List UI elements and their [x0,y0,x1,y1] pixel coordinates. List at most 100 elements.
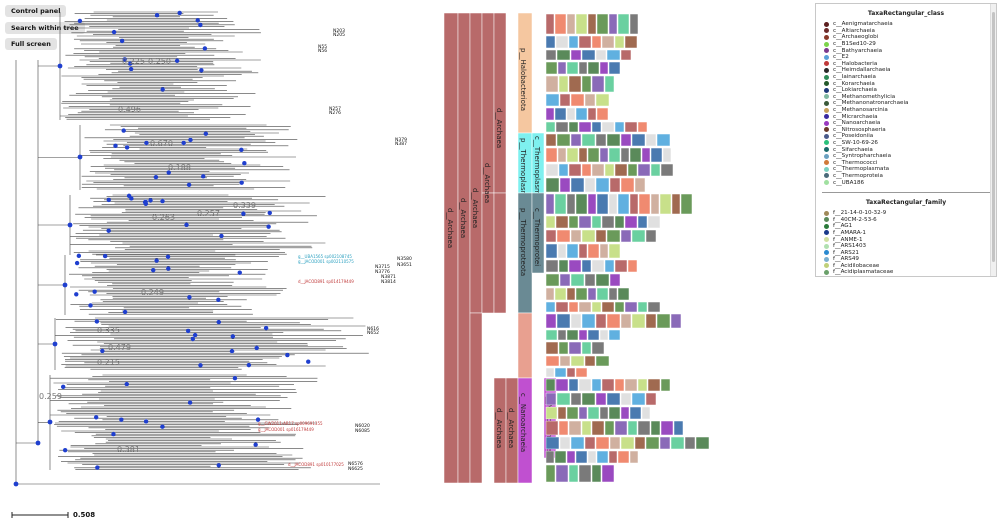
taxa-block[interactable] [545,93,560,107]
taxa-block[interactable] [559,93,571,107]
taxa-block[interactable] [556,229,571,243]
taxa-block[interactable] [660,163,674,177]
taxa-block[interactable] [581,420,592,436]
taxa-block[interactable] [591,259,605,273]
legend-class-item[interactable]: c__Syntropharchaeia [816,153,996,160]
taxa-block[interactable] [557,406,567,420]
taxa-block[interactable] [620,392,632,406]
taxa-phylum-block[interactable] [517,312,533,379]
taxa-block[interactable] [595,93,610,107]
taxa-block[interactable] [614,259,628,273]
taxa-block[interactable] [656,133,671,147]
taxa-block[interactable] [608,61,621,75]
taxa-block[interactable] [556,133,571,147]
taxa-block[interactable] [606,49,621,61]
taxa-block[interactable] [568,341,582,355]
taxa-block[interactable] [559,273,571,287]
taxa-block[interactable] [566,406,579,420]
taxa-block[interactable] [624,35,638,49]
legend-class-item[interactable]: c__UBA186 [816,179,996,186]
taxa-block[interactable] [545,392,557,406]
taxa-block[interactable] [647,215,661,229]
taxa-block[interactable] [656,313,671,329]
taxa-block[interactable] [570,355,585,367]
legend-class-item[interactable]: c__Methanosarcinia [816,107,996,114]
taxa-block[interactable] [647,301,661,313]
legend-class-item[interactable]: c__Thermococci [816,159,996,166]
taxa-block[interactable] [578,147,588,163]
taxa-block[interactable] [554,287,567,301]
taxa-block[interactable] [545,355,560,367]
taxa-block[interactable] [601,121,615,133]
taxa-block[interactable] [599,406,609,420]
taxa-domain-column[interactable] [481,192,495,314]
taxa-block[interactable] [557,147,567,163]
taxa-block[interactable] [637,378,648,392]
taxa-block[interactable] [558,341,569,355]
taxa-block[interactable] [568,163,582,177]
taxa-block[interactable] [566,329,579,341]
taxa-block[interactable] [604,75,615,93]
legend-class-item[interactable]: c__B1Sed10-29 [816,41,996,48]
phylogenetic-tree[interactable]: 0.225 0.250 0.496 0.670 0.263 0.257 0.339 0.249… [0,0,440,523]
taxa-block[interactable] [554,13,567,35]
taxa-block[interactable] [545,378,556,392]
taxa-domain-column[interactable] [469,12,483,314]
taxa-block[interactable] [591,35,602,49]
taxa-block[interactable] [604,163,615,177]
legend-panel[interactable]: TaxaRectangular_class c__Aenigmatarchaei… [815,3,997,277]
taxa-block[interactable] [629,147,642,163]
taxa-block[interactable] [608,406,621,420]
taxa-block[interactable] [595,355,610,367]
taxa-block[interactable] [575,13,588,35]
taxa-block[interactable] [645,313,657,329]
taxa-block[interactable] [545,147,558,163]
taxa-block[interactable] [568,215,579,229]
legend-family-item[interactable]: f__Acidilobaceae [816,263,996,270]
taxa-block[interactable] [581,341,592,355]
taxa-block[interactable] [596,13,609,35]
taxa-block[interactable] [620,49,632,61]
taxa-block[interactable] [614,35,625,49]
taxa-block[interactable] [650,420,661,436]
taxa-block[interactable] [587,243,600,259]
taxa-domain-column[interactable] [493,192,507,314]
taxa-block[interactable] [555,215,569,229]
taxa-block[interactable] [545,107,555,121]
taxa-block[interactable] [555,378,569,392]
taxa-block[interactable] [559,355,571,367]
taxa-block[interactable] [601,464,615,483]
taxa-block[interactable] [634,436,646,450]
taxa-block[interactable] [595,49,607,61]
taxa-block[interactable] [568,464,579,483]
taxa-block[interactable] [591,163,605,177]
legend-class-item[interactable]: c__Nanoarchaeia [816,120,996,127]
taxa-block[interactable] [587,107,597,121]
taxa-block[interactable] [559,177,571,193]
taxa-block[interactable] [684,436,696,450]
taxa-block[interactable] [568,259,582,273]
legend-class-item[interactable]: c__Thermoplasmata [816,166,996,173]
taxa-block[interactable] [629,193,639,215]
taxa-block[interactable] [545,341,559,355]
taxa-block[interactable] [556,313,571,329]
taxa-block[interactable] [641,147,651,163]
taxa-block[interactable] [620,406,630,420]
taxa-block[interactable] [581,392,596,406]
taxa-block[interactable] [637,215,648,229]
legend-class-item[interactable]: c__Sifarchaeia [816,146,996,153]
taxa-block[interactable] [545,436,560,450]
legend-class-item[interactable]: c__Methanonatronarchaeia [816,100,996,107]
taxa-block[interactable] [570,313,582,329]
taxa-block[interactable] [545,259,559,273]
taxa-block[interactable] [554,193,567,215]
taxa-block[interactable] [608,193,618,215]
taxa-block[interactable] [660,378,671,392]
taxa-block[interactable] [566,61,579,75]
taxa-block[interactable] [587,287,597,301]
taxa-block[interactable] [620,177,635,193]
taxa-block[interactable] [554,107,567,121]
taxa-block[interactable] [545,313,557,329]
taxa-block[interactable] [695,436,710,450]
legend-class-item[interactable]: c__Iainarchaeia [816,74,996,81]
